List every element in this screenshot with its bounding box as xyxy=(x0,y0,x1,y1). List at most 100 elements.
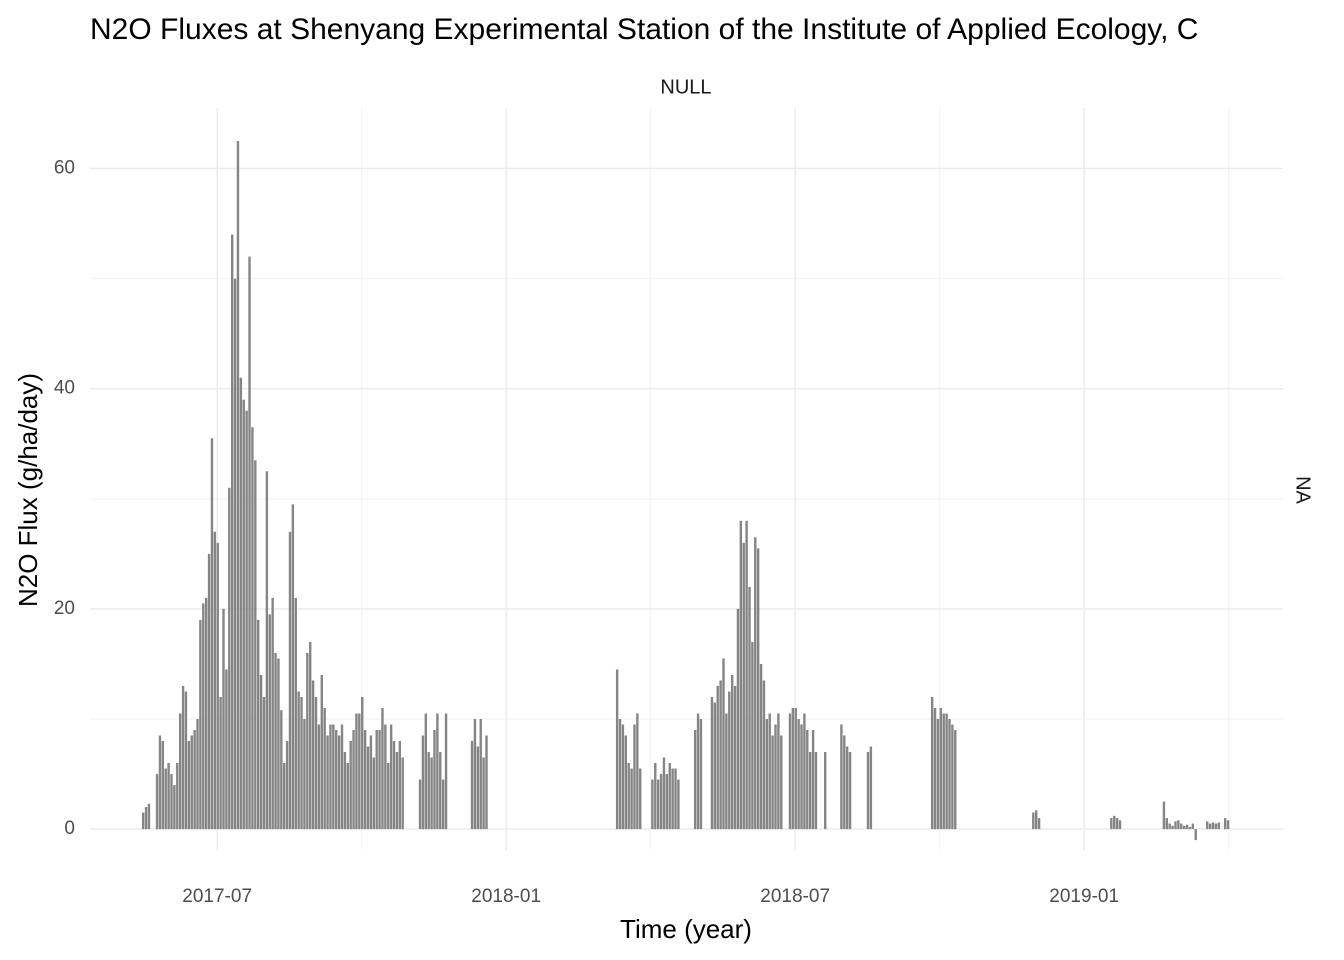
bar xyxy=(285,741,289,830)
bar xyxy=(630,768,633,830)
bar xyxy=(167,763,170,830)
bar xyxy=(930,696,934,830)
bar xyxy=(797,718,800,830)
bar xyxy=(251,427,254,830)
bar xyxy=(228,487,231,830)
bar xyxy=(665,774,669,830)
bar xyxy=(433,730,436,830)
y-axis-title: N2O Flux (g/ha/day) xyxy=(13,373,43,607)
bar xyxy=(476,746,480,830)
bar xyxy=(178,713,182,830)
bar xyxy=(1208,823,1212,830)
bar xyxy=(262,696,266,830)
bar xyxy=(651,779,654,830)
bar xyxy=(722,658,725,830)
bar xyxy=(768,713,771,830)
bar xyxy=(236,141,240,830)
y-tick-label: 60 xyxy=(54,158,75,179)
bar xyxy=(1037,818,1041,830)
bar xyxy=(1226,820,1230,830)
bar xyxy=(337,735,341,830)
bar xyxy=(291,504,295,830)
bar xyxy=(387,763,390,830)
bar xyxy=(1194,829,1197,841)
bar xyxy=(806,730,809,830)
bar xyxy=(624,735,628,830)
bar xyxy=(254,460,257,830)
bar xyxy=(245,410,248,830)
bar xyxy=(311,680,315,830)
bar xyxy=(482,757,485,830)
facet-strip-top: NULL xyxy=(660,76,711,98)
bar xyxy=(358,713,361,830)
bar xyxy=(161,741,165,830)
bar xyxy=(225,669,228,830)
bar xyxy=(1110,818,1113,830)
bar xyxy=(633,724,636,830)
bar xyxy=(392,741,396,830)
bar xyxy=(303,718,306,830)
bar xyxy=(294,597,297,830)
bar xyxy=(1223,818,1227,830)
bar xyxy=(297,691,300,830)
bar xyxy=(375,730,378,830)
bar xyxy=(621,724,625,830)
bar xyxy=(733,685,737,830)
bar xyxy=(745,520,748,830)
bar xyxy=(754,537,757,830)
bar xyxy=(933,707,937,830)
bar xyxy=(187,741,191,830)
bar xyxy=(1171,825,1174,830)
bar xyxy=(1168,823,1171,830)
bar xyxy=(444,713,448,830)
bar xyxy=(363,730,367,830)
bar xyxy=(843,735,846,830)
bar xyxy=(1211,822,1215,830)
x-tick-label: 2017-07 xyxy=(182,886,252,907)
bar xyxy=(788,713,792,830)
bar xyxy=(216,542,219,830)
bar xyxy=(713,702,717,830)
bar xyxy=(421,735,425,830)
bar xyxy=(335,730,338,830)
bar xyxy=(176,763,179,830)
bar xyxy=(777,713,780,830)
bar xyxy=(268,614,271,830)
bar xyxy=(164,768,167,830)
bar xyxy=(184,691,188,830)
bar xyxy=(230,234,234,830)
bar xyxy=(814,752,818,830)
bar xyxy=(1034,810,1038,830)
bar xyxy=(1188,826,1192,830)
bar xyxy=(739,520,743,830)
bar xyxy=(381,707,384,830)
bar xyxy=(204,597,208,830)
bar xyxy=(659,774,663,830)
bar xyxy=(323,707,326,830)
bar xyxy=(196,718,199,830)
bar xyxy=(436,713,439,830)
bar xyxy=(654,763,657,830)
bar xyxy=(748,586,751,830)
bar xyxy=(1162,801,1166,830)
bar xyxy=(811,730,815,830)
bar xyxy=(728,691,731,830)
bar xyxy=(939,707,943,830)
bar xyxy=(1115,818,1119,830)
x-tick-label: 2018-07 xyxy=(760,886,830,907)
bar xyxy=(173,785,176,830)
bar xyxy=(369,735,373,830)
bar xyxy=(320,674,323,830)
y-tick-label: 0 xyxy=(64,818,75,839)
bar xyxy=(427,752,430,830)
bar xyxy=(719,680,722,830)
bar xyxy=(696,713,700,830)
bar xyxy=(1191,823,1195,830)
bar xyxy=(280,710,283,830)
bar xyxy=(759,663,763,830)
bar xyxy=(794,707,797,830)
x-tick-label: 2018-01 xyxy=(471,886,541,907)
bar xyxy=(845,746,849,830)
bar xyxy=(479,718,482,830)
bar xyxy=(791,707,795,830)
